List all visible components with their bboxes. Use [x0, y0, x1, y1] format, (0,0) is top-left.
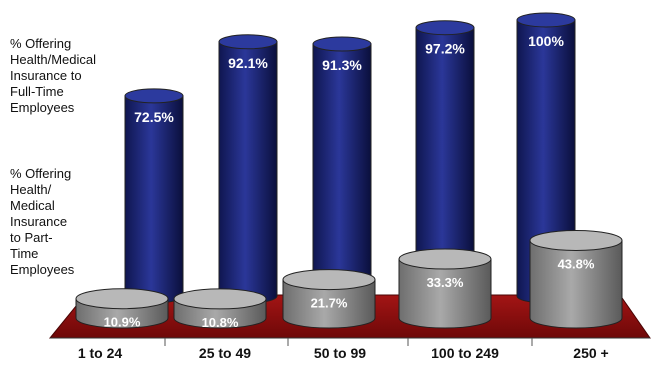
data-label-part-time: 33.3%: [427, 275, 464, 290]
x-tick-label: 1 to 24: [78, 345, 123, 361]
bar-part-time: [529, 229, 623, 329]
bar-part-time: [75, 288, 169, 329]
data-label-full-time: 92.1%: [228, 55, 268, 71]
bar-part-time: [398, 248, 492, 329]
bar-part-time: [282, 269, 376, 329]
x-tick-label: 25 to 49: [199, 345, 251, 361]
data-label-full-time: 72.5%: [134, 109, 174, 125]
x-tick-label: 50 to 99: [314, 345, 366, 361]
bar-full-time: [218, 34, 278, 304]
data-label-full-time: 91.3%: [322, 57, 362, 73]
bar-part-time: [173, 288, 267, 329]
data-label-full-time: 100%: [528, 33, 564, 49]
data-label-part-time: 10.9%: [104, 315, 141, 330]
x-tick-label: 100 to 249: [431, 345, 499, 361]
legend-full-time: % Offering Health/Medical Insurance to F…: [10, 36, 96, 115]
legend-part-time: % Offering Health/ Medical Insurance to …: [10, 166, 75, 277]
data-label-full-time: 97.2%: [425, 41, 465, 57]
x-tick-label: 250 +: [573, 345, 608, 361]
bar-full-time: [312, 36, 372, 304]
data-label-part-time: 43.8%: [558, 256, 595, 271]
data-label-part-time: 10.8%: [202, 315, 239, 330]
bar-full-time: [415, 20, 475, 304]
data-label-part-time: 21.7%: [311, 296, 348, 311]
